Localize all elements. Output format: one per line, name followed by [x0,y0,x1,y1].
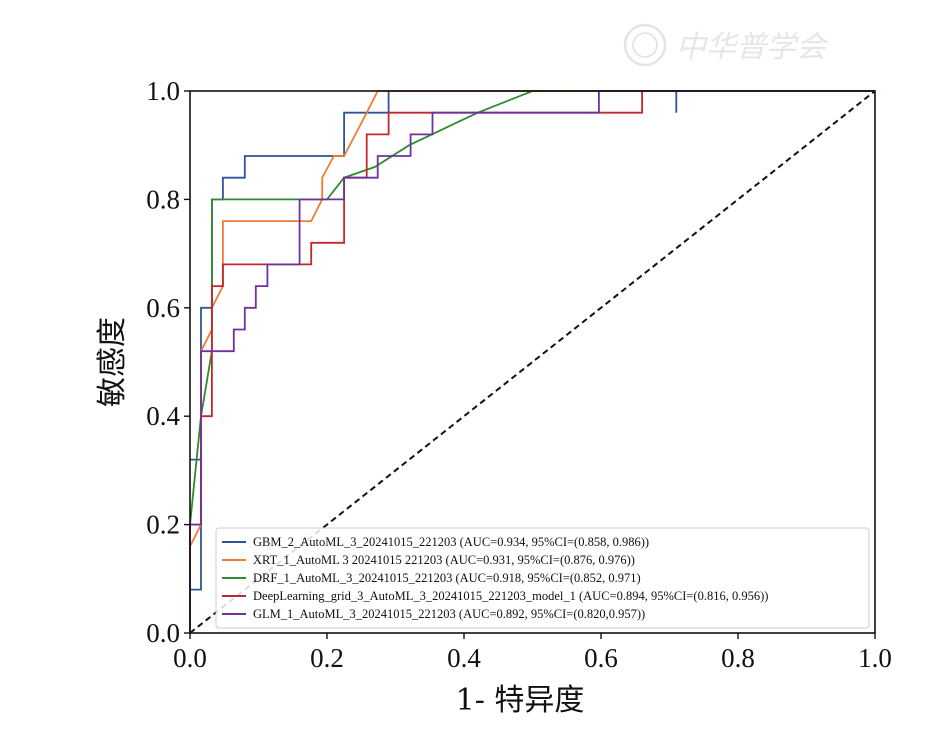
x-tick-label: 0.2 [310,643,344,673]
legend-box [215,527,870,629]
legend: GBM_2_AutoML_3_20241015_221203 (AUC=0.93… [215,527,870,629]
y-axis-label: 敏感度 [95,317,130,407]
y-axis: 0.0 0.2 0.4 0.6 0.8 1.0 [146,76,190,648]
x-tick-label: 0.6 [584,643,618,673]
watermark-seal-inner [632,32,658,58]
plot-frame [189,90,876,634]
x-tick-label: 0.0 [173,643,207,673]
legend-entry-deeplearning: DeepLearning_grid_3_AutoML_3_20241015_22… [253,589,768,603]
x-tick-label: 1.0 [858,643,892,673]
y-tick-label: 0.0 [146,618,180,648]
watermark-seal-icon [623,23,667,67]
y-tick-label: 0.6 [146,293,180,323]
y-tick-label: 0.4 [146,401,180,431]
roc-curve-drf [189,90,875,612]
watermark-text: 中华普学会 [676,30,829,65]
watermark: 中华普学会 [623,23,829,67]
legend-entry-xrt: XRT_1_AutoML 3 20241015 221203 (AUC=0.93… [253,553,635,567]
roc-curve-glm [189,90,875,633]
legend-entry-gbm: GBM_2_AutoML_3_20241015_221203 (AUC=0.93… [253,535,649,549]
legend-entry-drf: DRF_1_AutoML_3_20241015_221203 (AUC=0.91… [253,571,641,585]
legend-entry-glm: GLM_1_AutoML_3_20241015_221203 (AUC=0.89… [253,607,645,621]
x-tick-label: 0.8 [721,643,755,673]
x-axis: 0.0 0.2 0.4 0.6 0.8 1.0 [173,633,892,673]
x-tick-label: 0.4 [447,643,481,673]
x-axis-label: 1- 特异度 [456,683,585,718]
y-tick-label: 0.8 [146,184,180,214]
y-tick-label: 1.0 [146,76,180,106]
y-tick-label: 0.2 [146,510,180,540]
